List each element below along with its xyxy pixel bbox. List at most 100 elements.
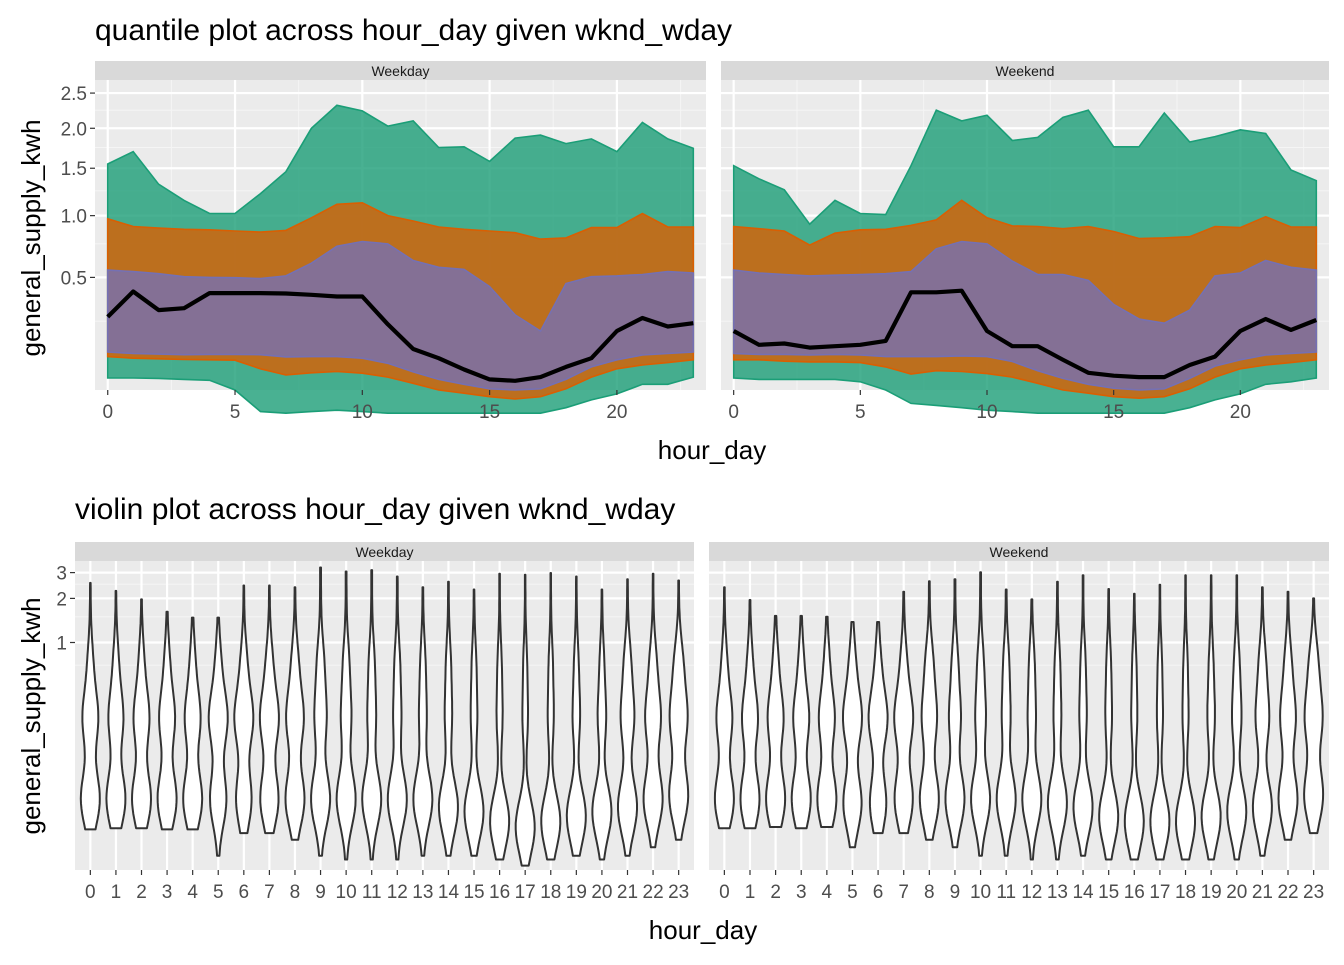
- y-tick-label: 3: [56, 564, 67, 585]
- x-tick-label: 16: [1124, 882, 1145, 903]
- y-tick-label: 1: [56, 634, 67, 655]
- y-tick-label: 1.0: [61, 207, 87, 228]
- violin-hour-10: [970, 571, 992, 857]
- x-tick-label: 20: [1226, 882, 1247, 903]
- quantile-plot-title: quantile plot across hour_day given wknd…: [95, 14, 732, 47]
- violin-hour-20: [591, 588, 613, 861]
- violin-hour-2: [131, 598, 152, 830]
- quantile-y-axis-title: general_supply_kwh: [16, 119, 46, 356]
- x-tick-label: 11: [996, 882, 1016, 903]
- violin-hour-16: [1123, 592, 1145, 861]
- facet-strip-label: Weekend: [996, 63, 1055, 79]
- x-tick-label: 19: [1201, 882, 1222, 903]
- x-tick-label: 13: [412, 882, 433, 903]
- violin-hour-22: [1277, 590, 1299, 841]
- x-tick-label: 5: [847, 882, 858, 903]
- x-tick-label: 15: [1098, 882, 1119, 903]
- x-tick-label: 20: [1230, 402, 1251, 423]
- x-tick-label: 13: [1047, 882, 1068, 903]
- violin-hour-11: [995, 588, 1017, 857]
- x-tick-label: 0: [728, 402, 739, 423]
- facet-strip-label: Weekday: [371, 63, 429, 79]
- x-tick-label: 4: [187, 882, 198, 903]
- violin-hour-21: [617, 578, 638, 857]
- x-tick-label: 10: [336, 882, 357, 903]
- x-tick-label: 15: [1103, 402, 1124, 423]
- violin-hour-13: [412, 586, 434, 857]
- violin-hour-10: [335, 570, 357, 861]
- x-tick-label: 3: [162, 882, 173, 903]
- x-tick-label: 17: [1149, 882, 1170, 903]
- violin-hour-9: [944, 578, 966, 849]
- x-tick-label: 14: [438, 882, 460, 903]
- x-tick-label: 8: [924, 882, 935, 903]
- x-tick-label: 1: [111, 882, 122, 903]
- median-line: [732, 288, 1318, 380]
- quantile-panel-weekday: Weekday 0 5 10 15 20 0.5 1.0 1.5 2.0 2.5: [61, 61, 706, 423]
- facet-strip: [709, 542, 1329, 561]
- violin-hour-8: [284, 586, 306, 841]
- x-tick-label: 9: [315, 882, 326, 903]
- facet-strip: [721, 61, 1329, 80]
- x-tick-label: 16: [489, 882, 510, 903]
- x-tick-label: 15: [463, 882, 484, 903]
- x-tick-label: 8: [290, 882, 301, 903]
- violin-hour-2: [765, 614, 787, 828]
- violin-hour-16: [489, 572, 511, 861]
- violin-hour-7: [258, 584, 280, 835]
- facet-strip-label: Weekend: [990, 544, 1049, 560]
- violin-hour-12: [1021, 598, 1043, 861]
- violin-hour-3: [156, 610, 178, 831]
- x-tick-label: 18: [540, 882, 561, 903]
- x-tick-label: 23: [668, 882, 689, 903]
- violin-hour-4: [182, 616, 204, 831]
- quantile-band-inner: [106, 240, 695, 391]
- x-tick-label: 5: [855, 402, 866, 423]
- quantile-x-axis-title: hour_day: [658, 435, 766, 465]
- violin-hour-13: [1046, 580, 1068, 861]
- y-tick-label: 0.5: [61, 268, 87, 289]
- violin-hour-1: [105, 589, 127, 830]
- violin-hour-6: [233, 584, 255, 835]
- violin-hour-18: [540, 572, 562, 861]
- x-tick-label: 20: [606, 402, 627, 423]
- x-tick-label: 0: [719, 882, 730, 903]
- x-tick-label: 5: [230, 402, 241, 423]
- violin-hour-9: [310, 566, 332, 857]
- x-tick-label: 2: [770, 882, 781, 903]
- violin-hour-20: [1226, 574, 1248, 861]
- x-tick-label: 17: [515, 882, 536, 903]
- violin-hour-7: [893, 590, 915, 835]
- violin-hour-15: [463, 588, 485, 857]
- violin-hour-22: [642, 572, 664, 849]
- violin-hour-19: [1200, 574, 1222, 861]
- x-tick-label: 20: [591, 882, 612, 903]
- facet-strip: [75, 542, 694, 561]
- x-tick-label: 21: [1252, 882, 1273, 903]
- x-tick-label: 7: [898, 882, 909, 903]
- x-tick-label: 10: [352, 402, 373, 423]
- violin-hour-3: [790, 614, 812, 830]
- x-tick-label: 14: [1072, 882, 1094, 903]
- panel-background: [75, 561, 694, 870]
- x-tick-label: 22: [643, 882, 664, 903]
- x-tick-label: 0: [85, 882, 96, 903]
- x-tick-label: 9: [950, 882, 961, 903]
- violin-x-axis-title: hour_day: [649, 915, 757, 945]
- x-tick-label: 2: [136, 882, 147, 903]
- facet-strip: [95, 61, 706, 80]
- violin-plot-title: violin plot across hour_day given wknd_w…: [75, 493, 675, 526]
- violin-hour-5: [842, 621, 863, 849]
- x-tick-label: 0: [102, 402, 113, 423]
- quantile-panel-weekend: Weekend 0 5 10 15 20: [721, 61, 1329, 423]
- y-tick-label: 2: [56, 589, 67, 610]
- y-tick-label: 1.5: [61, 159, 87, 180]
- x-tick-label: 1: [745, 882, 756, 903]
- facet-strip-label: Weekday: [355, 544, 413, 560]
- x-tick-label: 18: [1175, 882, 1196, 903]
- x-tick-label: 12: [387, 882, 408, 903]
